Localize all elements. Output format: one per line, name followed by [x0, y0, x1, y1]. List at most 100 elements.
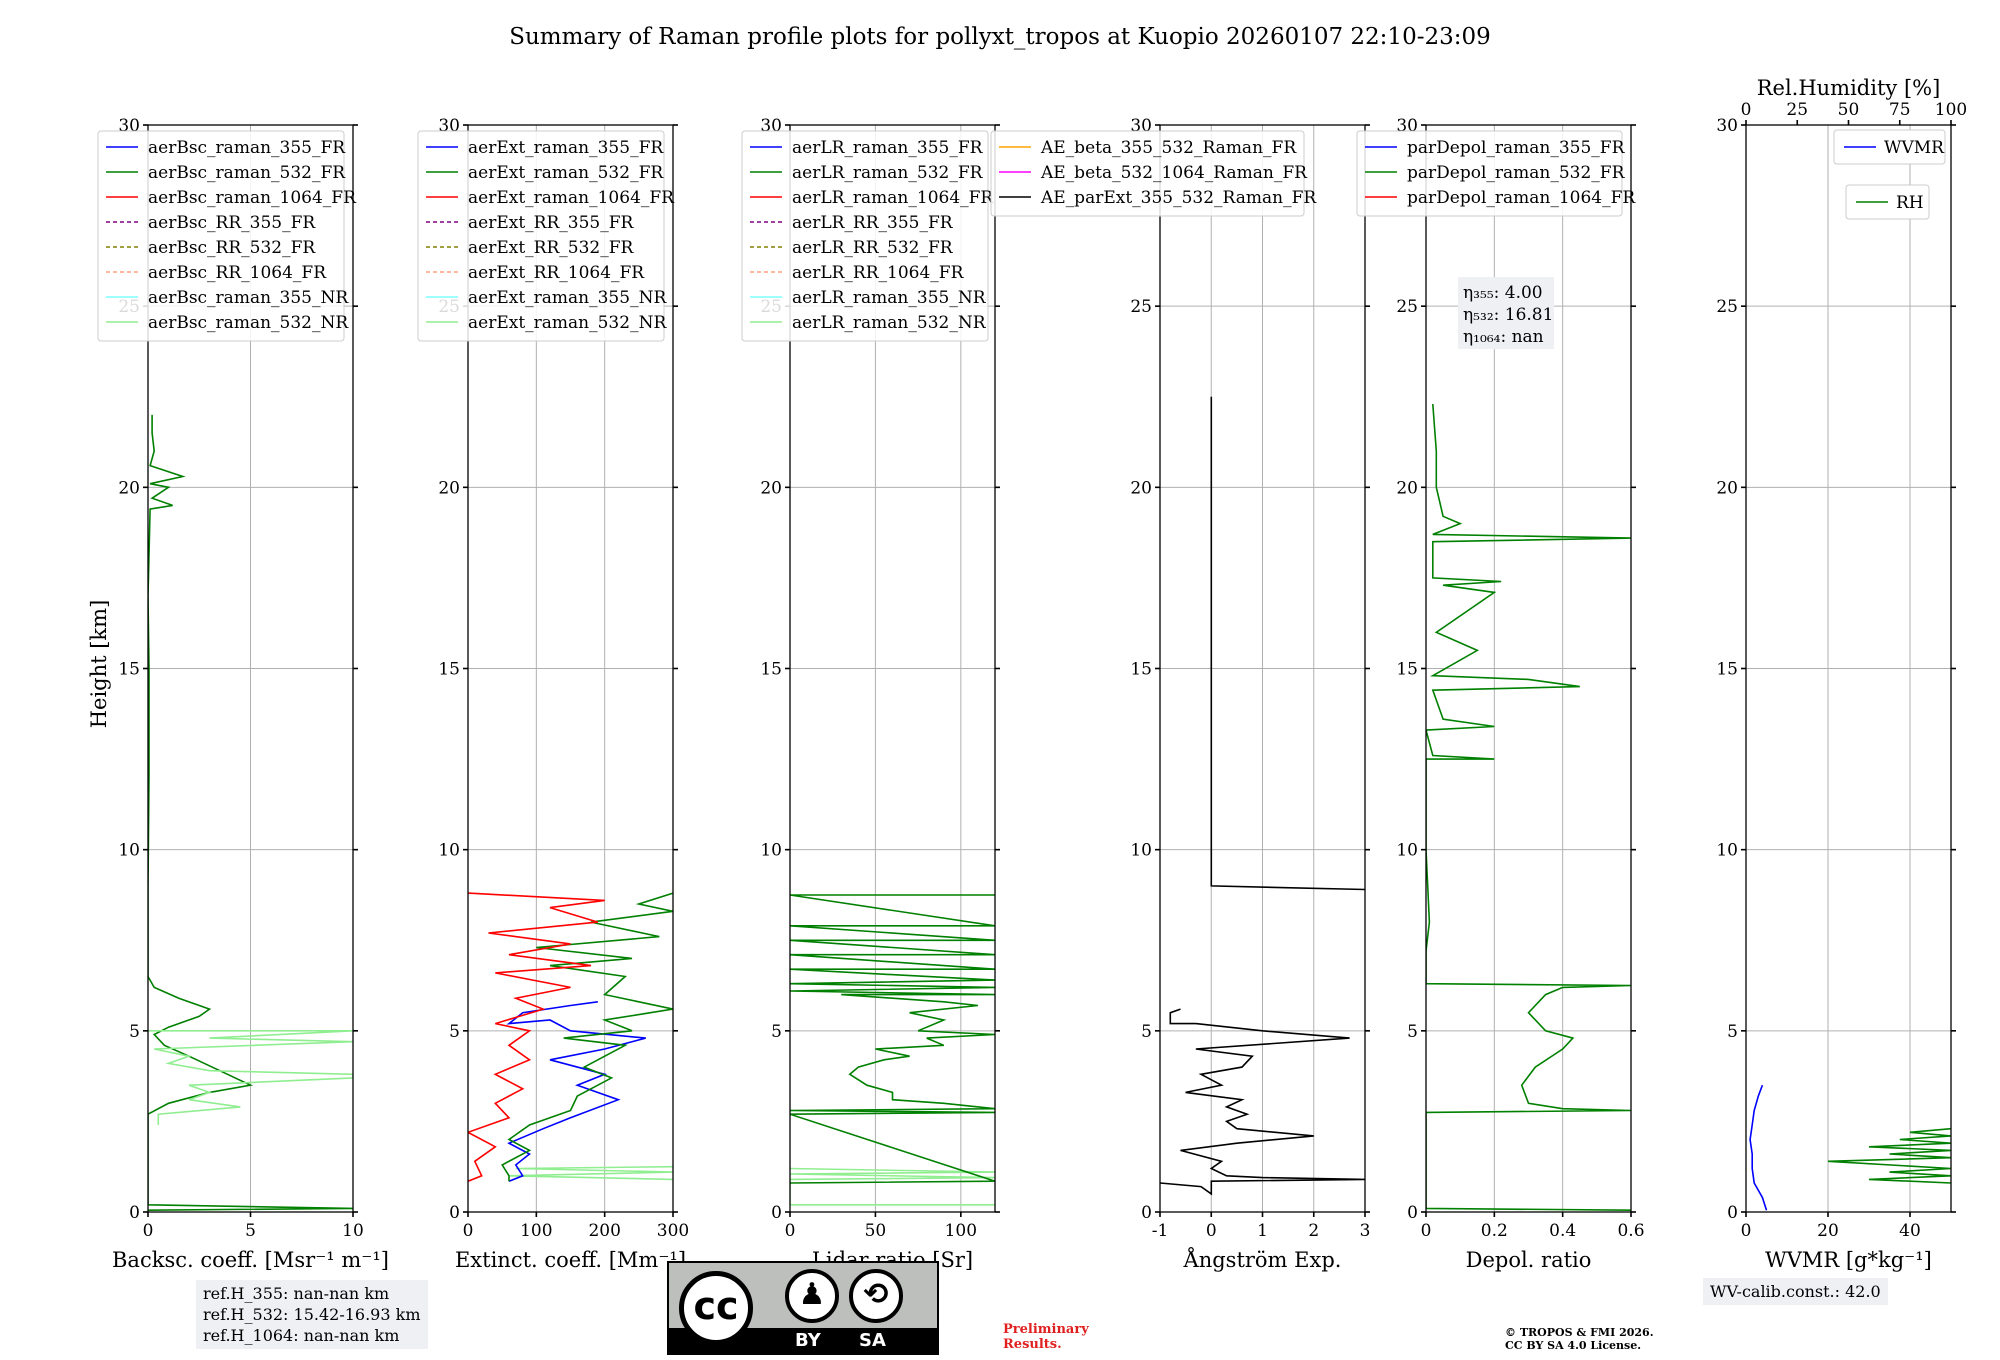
- y-tick-label: 5: [1407, 1022, 1418, 1042]
- legend-label: aerLR_raman_355_FR: [792, 138, 984, 158]
- legend-label: aerExt_raman_1064_FR: [468, 188, 675, 208]
- top-x-tick-label: 0: [1741, 100, 1752, 120]
- eta-annotation-line: η₁₀₆₄: nan: [1463, 327, 1544, 347]
- y-tick-label: 10: [118, 841, 140, 861]
- y-tick-label: 20: [1396, 478, 1418, 498]
- y-tick-label: 25: [1716, 297, 1738, 317]
- eta-annotation-line: η₃₅₅: 4.00: [1463, 283, 1543, 303]
- series-line-aerBsc_raman_532_NR: [148, 1030, 353, 1125]
- x-tick-label: 300: [657, 1221, 689, 1241]
- y-tick-label: 5: [1141, 1022, 1152, 1042]
- legend-label: RH: [1896, 193, 1924, 213]
- legend-label: aerExt_RR_532_FR: [468, 238, 634, 258]
- legend-label: aerLR_raman_532_NR: [792, 313, 987, 333]
- legend-label: aerBsc_raman_532_NR: [148, 313, 349, 333]
- x-tick-label: 0: [1421, 1221, 1432, 1241]
- legend-label: aerLR_RR_1064_FR: [792, 263, 965, 283]
- y-tick-label: 30: [1716, 116, 1738, 136]
- series-line-aerExt_raman_532_NR: [508, 1165, 673, 1181]
- x-tick-label: 50: [865, 1221, 887, 1241]
- legend-label: aerBsc_RR_532_FR: [148, 238, 316, 258]
- share-alike-icon: ⟲: [849, 1269, 903, 1323]
- y-tick-label: 15: [1716, 660, 1738, 680]
- legend-label: aerExt_RR_1064_FR: [468, 263, 645, 283]
- x-tick-label: 0.6: [1617, 1221, 1644, 1241]
- top-x-tick-label: 50: [1838, 100, 1860, 120]
- legend-box: [417, 130, 665, 342]
- panel-lr: 051015202530050100Lidar ratio [Sr]aerLR_…: [741, 116, 1000, 1272]
- cc-license-badge: cc ♟ ⟲ BY SA: [667, 1261, 939, 1355]
- legend-label: aerLR_raman_1064_FR: [792, 188, 994, 208]
- x-tick-label: 100: [945, 1221, 977, 1241]
- y-axis-label: Height [km]: [87, 600, 111, 729]
- x-tick-label: 40: [1899, 1221, 1921, 1241]
- series-line-aerLR_raman_532_FR: [790, 894, 995, 1184]
- x-tick-label: 0: [1741, 1221, 1752, 1241]
- y-tick-label: 15: [438, 660, 460, 680]
- legend-label: aerLR_raman_355_NR: [792, 288, 987, 308]
- y-tick-label: 15: [1130, 660, 1152, 680]
- x-tick-label: 0: [143, 1221, 154, 1241]
- y-tick-label: 0: [1727, 1203, 1738, 1223]
- y-tick-label: 10: [438, 841, 460, 861]
- cc-by-label: BY: [795, 1330, 821, 1351]
- legend-label: aerBsc_raman_355_FR: [148, 138, 346, 158]
- y-tick-label: 0: [1141, 1203, 1152, 1223]
- legend-label: aerExt_raman_532_FR: [468, 163, 664, 183]
- x-tick-label: 10: [342, 1221, 364, 1241]
- legend-label: aerExt_RR_355_FR: [468, 213, 634, 233]
- ref-height-355: ref.H_355: nan-nan km: [203, 1284, 390, 1303]
- preliminary-line-1: Preliminary: [1003, 1322, 1089, 1337]
- series-line-AE_parExt_355_532_Raman_FR: [1160, 1008, 1365, 1196]
- cc-sa-label: SA: [859, 1330, 886, 1351]
- top-axis-label: Rel.Humidity [%]: [1757, 76, 1941, 100]
- legend-label: aerLR_RR_355_FR: [792, 213, 954, 233]
- y-tick-label: 15: [118, 660, 140, 680]
- y-tick-label: 0: [449, 1203, 460, 1223]
- y-tick-label: 20: [118, 478, 140, 498]
- legend-box: [97, 130, 345, 342]
- preliminary-note: Preliminary Results.: [1003, 1322, 1089, 1352]
- x-tick-label: -1: [1152, 1221, 1169, 1241]
- legend-label: aerBsc_raman_355_NR: [148, 288, 349, 308]
- top-x-tick-label: 75: [1889, 100, 1911, 120]
- legend-label: aerBsc_raman_532_FR: [148, 163, 346, 183]
- x-tick-label: 100: [520, 1221, 552, 1241]
- legend-label: aerExt_raman_355_NR: [468, 288, 667, 308]
- y-tick-label: 5: [771, 1022, 782, 1042]
- top-x-tick-label: 100: [1935, 100, 1967, 120]
- legend-box: [1356, 130, 1623, 217]
- y-tick-label: 25: [1396, 297, 1418, 317]
- figure-title: Summary of Raman profile plots for polly…: [509, 24, 1491, 50]
- legend-label: parDepol_raman_1064_FR: [1407, 188, 1636, 208]
- x-tick-label: 0: [463, 1221, 474, 1241]
- attribution-icon: ♟: [785, 1269, 839, 1323]
- y-tick-label: 10: [760, 841, 782, 861]
- legend-label: AE_beta_532_1064_Raman_FR: [1040, 163, 1308, 183]
- ref-height-box: ref.H_355: nan-nan km ref.H_532: 15.42-1…: [196, 1280, 428, 1349]
- x-axis-label: Extinct. coeff. [Mm⁻¹]: [455, 1248, 686, 1272]
- y-tick-label: 15: [760, 660, 782, 680]
- legend-label: parDepol_raman_355_FR: [1407, 138, 1626, 158]
- legend-label: parDepol_raman_532_FR: [1407, 163, 1626, 183]
- eta-annotation-box: [1458, 277, 1554, 349]
- x-tick-label: 0: [785, 1221, 796, 1241]
- legend-label: WVMR: [1884, 138, 1945, 158]
- y-tick-label: 10: [1396, 841, 1418, 861]
- x-tick-label: 1: [1257, 1221, 1268, 1241]
- x-tick-label: 0: [1206, 1221, 1217, 1241]
- y-tick-label: 10: [1130, 841, 1152, 861]
- ref-height-1064: ref.H_1064: nan-nan km: [203, 1326, 400, 1345]
- x-tick-label: 0.2: [1481, 1221, 1508, 1241]
- legend-label: aerBsc_RR_355_FR: [148, 213, 316, 233]
- cc-logo-icon: cc: [679, 1271, 753, 1345]
- wv-calib-text: WV-calib.const.: 42.0: [1710, 1282, 1881, 1301]
- x-tick-label: 0.4: [1549, 1221, 1576, 1241]
- legend-box: [1833, 129, 1946, 165]
- y-tick-label: 5: [129, 1022, 140, 1042]
- y-tick-label: 20: [760, 478, 782, 498]
- legend-label: aerExt_raman_532_NR: [468, 313, 667, 333]
- x-axis-label: WVMR [g*kg⁻¹]: [1765, 1248, 1932, 1272]
